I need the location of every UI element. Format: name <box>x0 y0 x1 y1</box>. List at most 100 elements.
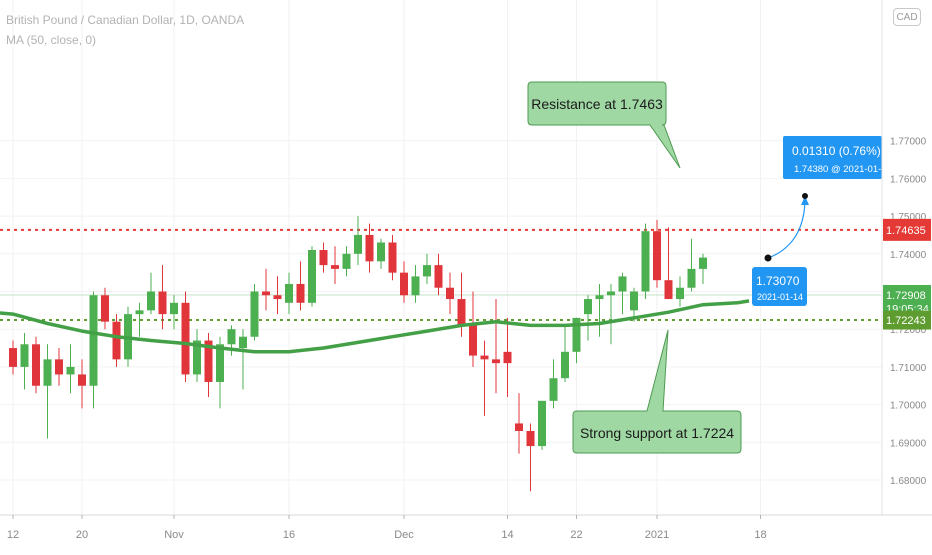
y-tick-label: 1.70000 <box>890 401 927 412</box>
y-tick-label: 1.77000 <box>890 137 927 148</box>
resistance-tag-text: 1.74635 <box>886 225 926 237</box>
ma-line <box>0 299 750 354</box>
bull-candle <box>216 344 224 382</box>
bull-candle <box>676 287 684 300</box>
x-tick-label: 2021 <box>645 529 669 541</box>
bull-candle <box>250 291 259 337</box>
grid-lines <box>0 0 882 515</box>
bear-candle <box>457 299 466 326</box>
bull-candle <box>135 310 144 315</box>
resistance-callout-text: Resistance at 1.7463 <box>531 96 663 112</box>
bear-candle <box>331 265 339 269</box>
y-tick-label: 1.72000 <box>890 325 927 336</box>
bear-candle <box>653 231 661 281</box>
resistance-callout <box>527 81 681 169</box>
bull-candle <box>239 336 247 349</box>
x-tick-label: 22 <box>570 529 582 541</box>
measure-result-box <box>783 136 882 179</box>
bull-candle <box>170 302 178 315</box>
bull-candle <box>227 329 236 345</box>
bear-candle <box>503 351 512 364</box>
bear-candle <box>365 234 374 262</box>
y-tick-label: 1.69000 <box>890 438 927 449</box>
bear-candle <box>296 283 305 303</box>
y-tick-label: 1.75000 <box>890 212 927 223</box>
bear-candle <box>664 280 673 300</box>
bull-candle <box>285 283 293 303</box>
bear-candle <box>526 430 535 447</box>
measure-arrow <box>767 197 806 259</box>
y-tick-label: 1.76000 <box>890 174 927 185</box>
bull-candle <box>699 257 707 269</box>
bear-candle <box>9 348 17 367</box>
bear-candle <box>101 295 109 322</box>
bull-candle <box>641 231 650 292</box>
last-price-tag-text: 1.72908 <box>886 290 926 302</box>
bull-candle <box>595 295 604 300</box>
bear-candle <box>55 359 63 375</box>
resistance-tag-bg <box>883 218 931 241</box>
time-axis: 12 20 Nov 16 Dec 14 22 2021 18 <box>7 515 767 541</box>
bull-candle <box>342 253 351 269</box>
bear-candle <box>112 321 121 360</box>
bull-candle <box>423 265 431 277</box>
bull-candle <box>66 366 75 375</box>
y-tick-label: 1.68000 <box>890 476 927 487</box>
bull-candle <box>538 400 546 447</box>
x-tick-label: 12 <box>7 529 19 541</box>
x-tick-label: 18 <box>754 529 766 541</box>
bull-candle <box>584 299 592 315</box>
bear-candle <box>515 423 523 431</box>
support-callout-text: Strong support at 1.7224 <box>580 425 734 441</box>
support-tag-text: 1.72243 <box>886 315 926 327</box>
measure-end-point <box>802 193 808 199</box>
x-tick-label: 20 <box>76 529 88 541</box>
measure-target-text: 1.74380 @ 2021-01-18 <box>794 164 892 175</box>
bear-candle <box>262 291 270 296</box>
bear-candle <box>446 287 454 300</box>
bull-candle <box>607 291 615 296</box>
x-tick-label: Dec <box>394 529 414 541</box>
measure-change-text: 0.01310 (0.76%) in <box>792 144 893 158</box>
bear-candle <box>78 374 86 386</box>
bull-candle <box>89 295 98 386</box>
x-tick-label: 16 <box>283 529 295 541</box>
bull-candle <box>43 359 52 386</box>
bull-candle <box>630 291 638 311</box>
indicator-label[interactable]: MA (50, close, 0) <box>6 33 97 47</box>
annotations: Resistance at 1.7463 Strong support at 1.… <box>527 81 742 454</box>
bear-candle <box>434 265 443 288</box>
moving-average <box>0 299 750 354</box>
bear-candle <box>400 272 408 296</box>
measure-origin-date: 2021-01-14 <box>757 292 803 302</box>
bull-candle <box>377 242 385 262</box>
bull-candle <box>147 291 155 311</box>
bear-candle <box>32 344 40 386</box>
chart-title: British Pound / Canadian Dollar, 1D, OAN… <box>6 13 245 27</box>
bull-candle <box>308 250 316 303</box>
bull-candle <box>561 351 569 379</box>
bear-candle <box>181 302 190 375</box>
x-tick-label: 14 <box>501 529 513 541</box>
support-callout <box>572 329 742 454</box>
bull-candle <box>20 344 29 367</box>
measure-tool: 0.01310 (0.76%) in 1.74380 @ 2021-01-18 1.… <box>752 136 893 306</box>
x-tick-label: Nov <box>164 529 184 541</box>
currency-button[interactable]: CAD <box>893 8 921 26</box>
bull-candle <box>549 378 558 401</box>
bear-candle <box>158 291 167 315</box>
y-tick-label: 1.74000 <box>890 250 927 261</box>
bull-candle <box>572 317 581 352</box>
price-axis: 1.680001.690001.700001.710001.720001.730… <box>890 137 927 487</box>
bull-candle <box>193 340 201 375</box>
bear-candle <box>469 325 477 356</box>
bear-candle <box>492 359 500 364</box>
bear-candle <box>204 340 213 382</box>
support-tag-bg <box>883 310 931 330</box>
bear-candle <box>480 355 489 360</box>
bull-candle <box>687 268 696 288</box>
measure-start-point <box>764 254 772 262</box>
